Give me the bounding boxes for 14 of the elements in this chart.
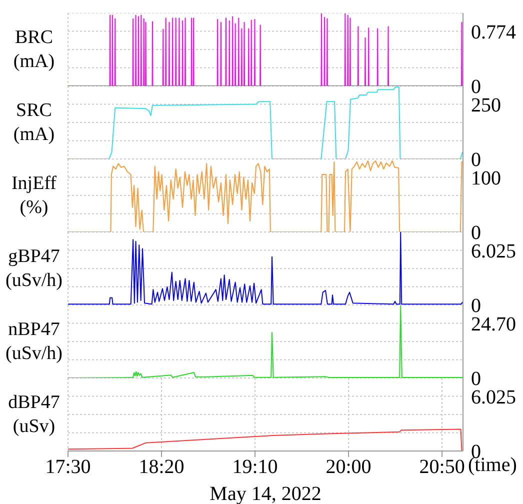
text: May 14, 2022 <box>208 483 322 504</box>
x-tick-label: 18:20 <box>138 456 184 478</box>
x-tick-label: 17:30 <box>45 456 91 478</box>
y-axis-title: InjEff (%) <box>10 172 58 220</box>
y-axis-title: gBP47 (uSv/h) <box>4 244 64 292</box>
y-axis-title: nBP47 (uSv/h) <box>4 318 64 366</box>
x-tick-label: 20:50 <box>419 456 465 478</box>
y-axis-title: dBP47 (uSv) <box>7 390 61 438</box>
x-tick-label: 20:00 <box>326 456 372 478</box>
y-axis-title: BRC (mA) <box>12 26 56 74</box>
y-axis-title: SRC (mA) <box>12 98 56 146</box>
x-tick-label: 19:10 <box>232 456 278 478</box>
line-series <box>68 13 463 86</box>
y-tick-label: 0.774 <box>471 21 516 44</box>
